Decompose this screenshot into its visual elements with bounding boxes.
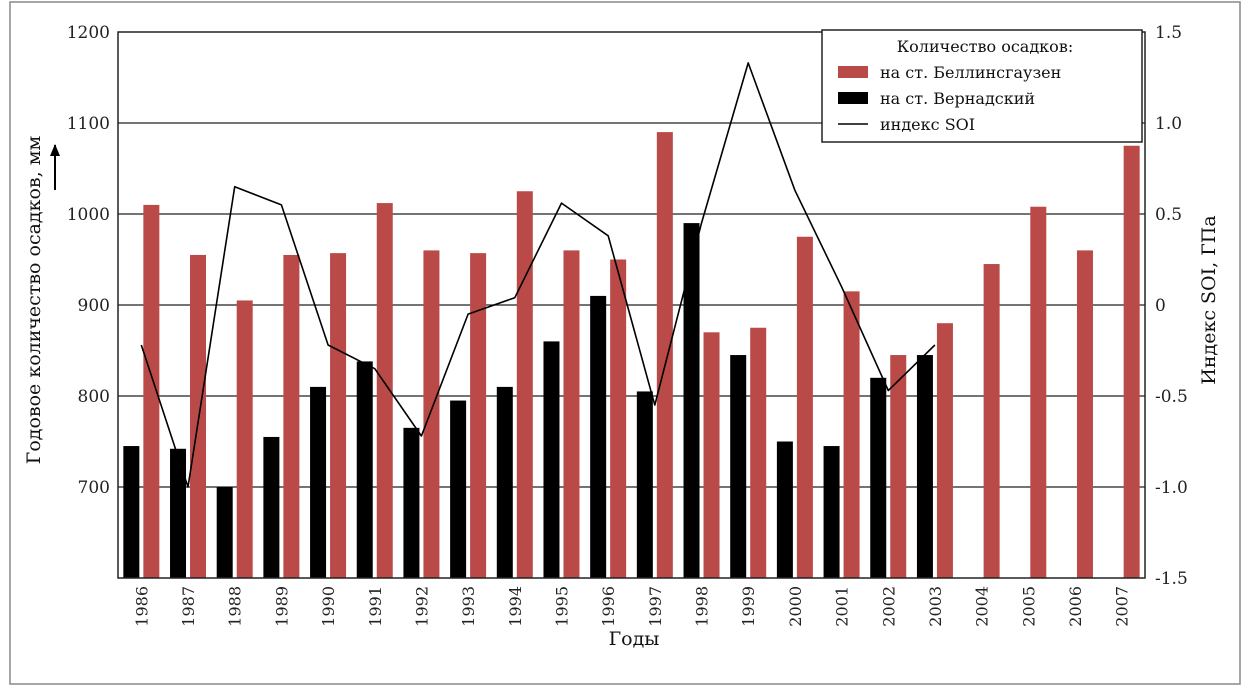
bar-vernadsky-1993 <box>450 400 467 578</box>
legend-swatch-bellingshausen <box>838 66 868 78</box>
x-tick-label: 2004 <box>973 586 992 627</box>
x-tick-label: 1988 <box>226 586 245 627</box>
bar-bellingshausen-2002 <box>890 355 907 578</box>
bar-bellingshausen-1988 <box>236 300 253 578</box>
bar-vernadsky-1986 <box>123 446 140 578</box>
y-tick-label: 1000 <box>67 205 110 225</box>
bar-vernadsky-1994 <box>496 386 513 578</box>
bar-vernadsky-2000 <box>776 441 793 578</box>
bar-bellingshausen-2006 <box>1076 250 1093 578</box>
y-tick-label: 700 <box>78 478 110 498</box>
x-tick-label: 1986 <box>132 586 151 627</box>
y2-axis-title: Индекс SOI, ГПа <box>1198 215 1220 384</box>
y2-tick-label: -1.0 <box>1155 478 1188 498</box>
bar-bellingshausen-1986 <box>143 204 160 578</box>
x-tick-label: 1999 <box>739 586 758 627</box>
x-tick-label: 1989 <box>272 586 291 627</box>
y2-tick-label: -1.5 <box>1155 569 1188 589</box>
x-tick-label: 1994 <box>506 586 525 627</box>
y-tick-label: 1200 <box>67 23 110 43</box>
y-tick-label: 900 <box>78 296 110 316</box>
soi-line-layer <box>140 62 936 488</box>
bar-bellingshausen-1991 <box>376 203 393 578</box>
x-tick-label: 1998 <box>693 586 712 627</box>
x-tick-label: 1997 <box>646 586 665 627</box>
y-axis-ticks: 1200 1100 1000 900 800 700 <box>67 23 110 498</box>
x-axis-title: Годы <box>609 628 660 650</box>
y2-tick-label: 1.5 <box>1155 23 1182 43</box>
y-axis-title: Годовое количество осадков, мм <box>23 136 45 465</box>
x-tick-label: 1987 <box>179 586 198 627</box>
y-axis-title-arrow-head <box>50 144 60 156</box>
x-tick-label: 2006 <box>1066 586 1085 627</box>
bar-vernadsky-2003 <box>916 355 933 578</box>
bar-vernadsky-1990 <box>310 386 327 578</box>
bar-bellingshausen-1992 <box>423 250 440 578</box>
x-tick-label: 2007 <box>1113 586 1132 627</box>
legend-label-bellingshausen: на ст. Беллинсгаузен <box>880 63 1061 82</box>
x-tick-label: 1990 <box>319 586 338 627</box>
y-tick-label: 1100 <box>67 114 110 134</box>
bar-vernadsky-1997 <box>636 391 653 578</box>
x-tick-label: 2002 <box>879 586 898 627</box>
bar-bellingshausen-1996 <box>610 259 627 578</box>
y-tick-label: 800 <box>78 387 110 407</box>
legend-label-soi: индекс SOI <box>880 115 975 134</box>
bar-bellingshausen-1998 <box>703 332 720 578</box>
legend-box <box>821 29 1143 143</box>
bar-bellingshausen-1994 <box>516 191 533 578</box>
bar-bellingshausen-1995 <box>563 250 580 578</box>
x-tick-label: 1995 <box>552 586 571 627</box>
bar-bellingshausen-1997 <box>656 132 673 578</box>
bar-vernadsky-1991 <box>356 361 373 578</box>
bar-vernadsky-1989 <box>263 436 280 578</box>
bar-bellingshausen-1989 <box>283 254 300 578</box>
legend-label-vernadsky: на ст. Вернадский <box>880 89 1035 108</box>
bar-vernadsky-1992 <box>403 427 420 578</box>
x-tick-label: 1993 <box>459 586 478 627</box>
x-tick-label: 2003 <box>926 586 945 627</box>
soi-index-line <box>140 62 936 488</box>
bar-bellingshausen-2007 <box>1123 145 1140 578</box>
bar-bellingshausen-2000 <box>796 236 813 578</box>
bar-bellingshausen-1993 <box>470 253 487 578</box>
bar-bellingshausen-2004 <box>983 264 1000 578</box>
bar-bellingshausen-1987 <box>190 254 207 578</box>
x-tick-label: 2000 <box>786 586 805 627</box>
bar-vernadsky-1987 <box>170 448 187 578</box>
y2-tick-label: -0.5 <box>1155 387 1188 407</box>
x-tick-label: 1991 <box>366 586 385 627</box>
bar-bellingshausen-2003 <box>936 323 953 578</box>
y2-tick-label: 0 <box>1155 296 1166 316</box>
bar-bellingshausen-1999 <box>750 327 767 578</box>
x-tick-label: 1996 <box>599 586 618 627</box>
bar-vernadsky-1999 <box>730 355 747 578</box>
bar-vernadsky-1996 <box>590 295 607 578</box>
bar-bellingshausen-2005 <box>1030 206 1047 578</box>
bar-vernadsky-2001 <box>823 446 840 578</box>
legend-title: Количество осадков: <box>897 37 1073 56</box>
x-tick-label: 1992 <box>412 586 431 627</box>
plot-area-border <box>117 31 1146 579</box>
bar-vernadsky-1988 <box>216 487 233 578</box>
x-tick-label: 2001 <box>833 586 852 627</box>
legend-swatch-vernadsky <box>838 92 868 104</box>
legend: Количество осадков: на ст. Беллинсгаузен… <box>821 29 1143 143</box>
bar-vernadsky-1995 <box>543 341 560 578</box>
y2-tick-label: 0.5 <box>1155 205 1182 225</box>
y2-axis-ticks: 1.5 1.0 0.5 0 -0.5 -1.0 -1.5 <box>1155 23 1188 589</box>
x-tick-label: 2005 <box>1019 586 1038 627</box>
bar-bellingshausen-1990 <box>330 253 347 578</box>
x-axis-ticks: 1986 1987 1988 1989 1990 1991 1992 1993 1994 1995… <box>132 586 1131 627</box>
bars <box>123 132 1140 578</box>
y2-tick-label: 1.0 <box>1155 114 1182 134</box>
bar-vernadsky-2002 <box>870 377 887 578</box>
bar-vernadsky-1998 <box>683 223 700 578</box>
bar-bellingshausen-2001 <box>843 291 860 578</box>
